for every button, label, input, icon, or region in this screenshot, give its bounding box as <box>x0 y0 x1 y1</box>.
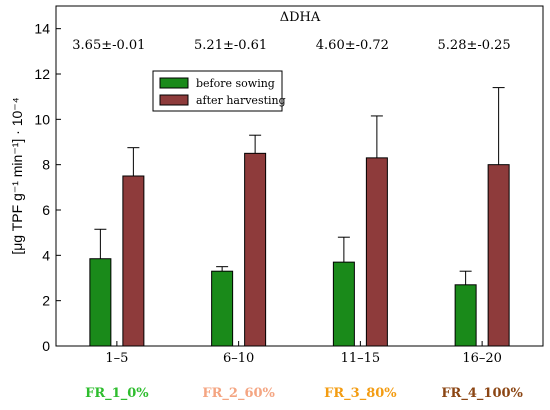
y-tick-label: 10 <box>34 111 50 127</box>
group-label: FR_4_100% <box>441 386 523 401</box>
bar-after-harvesting-3 <box>365 157 388 347</box>
y-axis-ticks: 0 2 4 6 8 10 12 14 <box>34 21 61 354</box>
legend-entry: after harvesting <box>196 94 286 107</box>
bar-before-sowing-3 <box>332 261 355 347</box>
y-tick-label: 8 <box>42 157 50 173</box>
bar-before-sowing-1 <box>89 258 112 347</box>
plot-frame <box>55 5 544 347</box>
bar-after-harvesting-2 <box>244 152 267 347</box>
group-annotation: 5.28±-0.25 <box>438 38 511 53</box>
x-tick-label: 6–10 <box>223 351 254 366</box>
y-tick-label: 2 <box>42 293 50 309</box>
group-label: FR_2_60% <box>202 386 275 401</box>
y-tick-label: 12 <box>34 66 50 82</box>
bar-after-harvesting-1 <box>122 175 145 347</box>
legend-entry: before sowing <box>196 77 275 90</box>
bar-after-harvesting-4 <box>487 164 510 347</box>
x-tick-label: 1–5 <box>105 351 128 366</box>
legend-swatch <box>159 77 189 89</box>
y-axis-label: [μg TPF g⁻¹ min⁻¹] · 10⁻⁴ <box>9 97 25 254</box>
x-tick-label: 16–20 <box>462 351 502 366</box>
bar-before-sowing-4 <box>454 284 477 347</box>
chart-title: ΔDHA <box>280 10 321 25</box>
group-label: FR_1_0% <box>85 386 149 401</box>
y-tick-label: 4 <box>42 247 50 263</box>
bar-before-sowing-2 <box>211 270 234 347</box>
annotations: 3.65±-0.01 5.21±-0.61 4.60±-0.72 5.28±-0.25 <box>72 38 510 53</box>
x-tick-label: 11–15 <box>341 351 381 366</box>
group-annotation: 5.21±-0.61 <box>194 38 267 53</box>
y-tick-label: 6 <box>42 202 50 218</box>
y-tick-label: 0 <box>42 338 50 354</box>
group-label: FR_3_80% <box>324 386 397 401</box>
x-axis-labels: 1–5 6–10 11–15 16–20 <box>105 351 502 366</box>
legend-swatch <box>159 94 189 106</box>
legend: before sowing after harvesting <box>152 70 286 112</box>
group-annotation: 4.60±-0.72 <box>316 38 389 53</box>
bars <box>89 87 510 347</box>
y-tick-label: 14 <box>34 21 50 37</box>
group-labels: FR_1_0% FR_2_60% FR_3_80% FR_4_100% <box>85 386 523 401</box>
group-annotation: 3.65±-0.01 <box>72 38 145 53</box>
